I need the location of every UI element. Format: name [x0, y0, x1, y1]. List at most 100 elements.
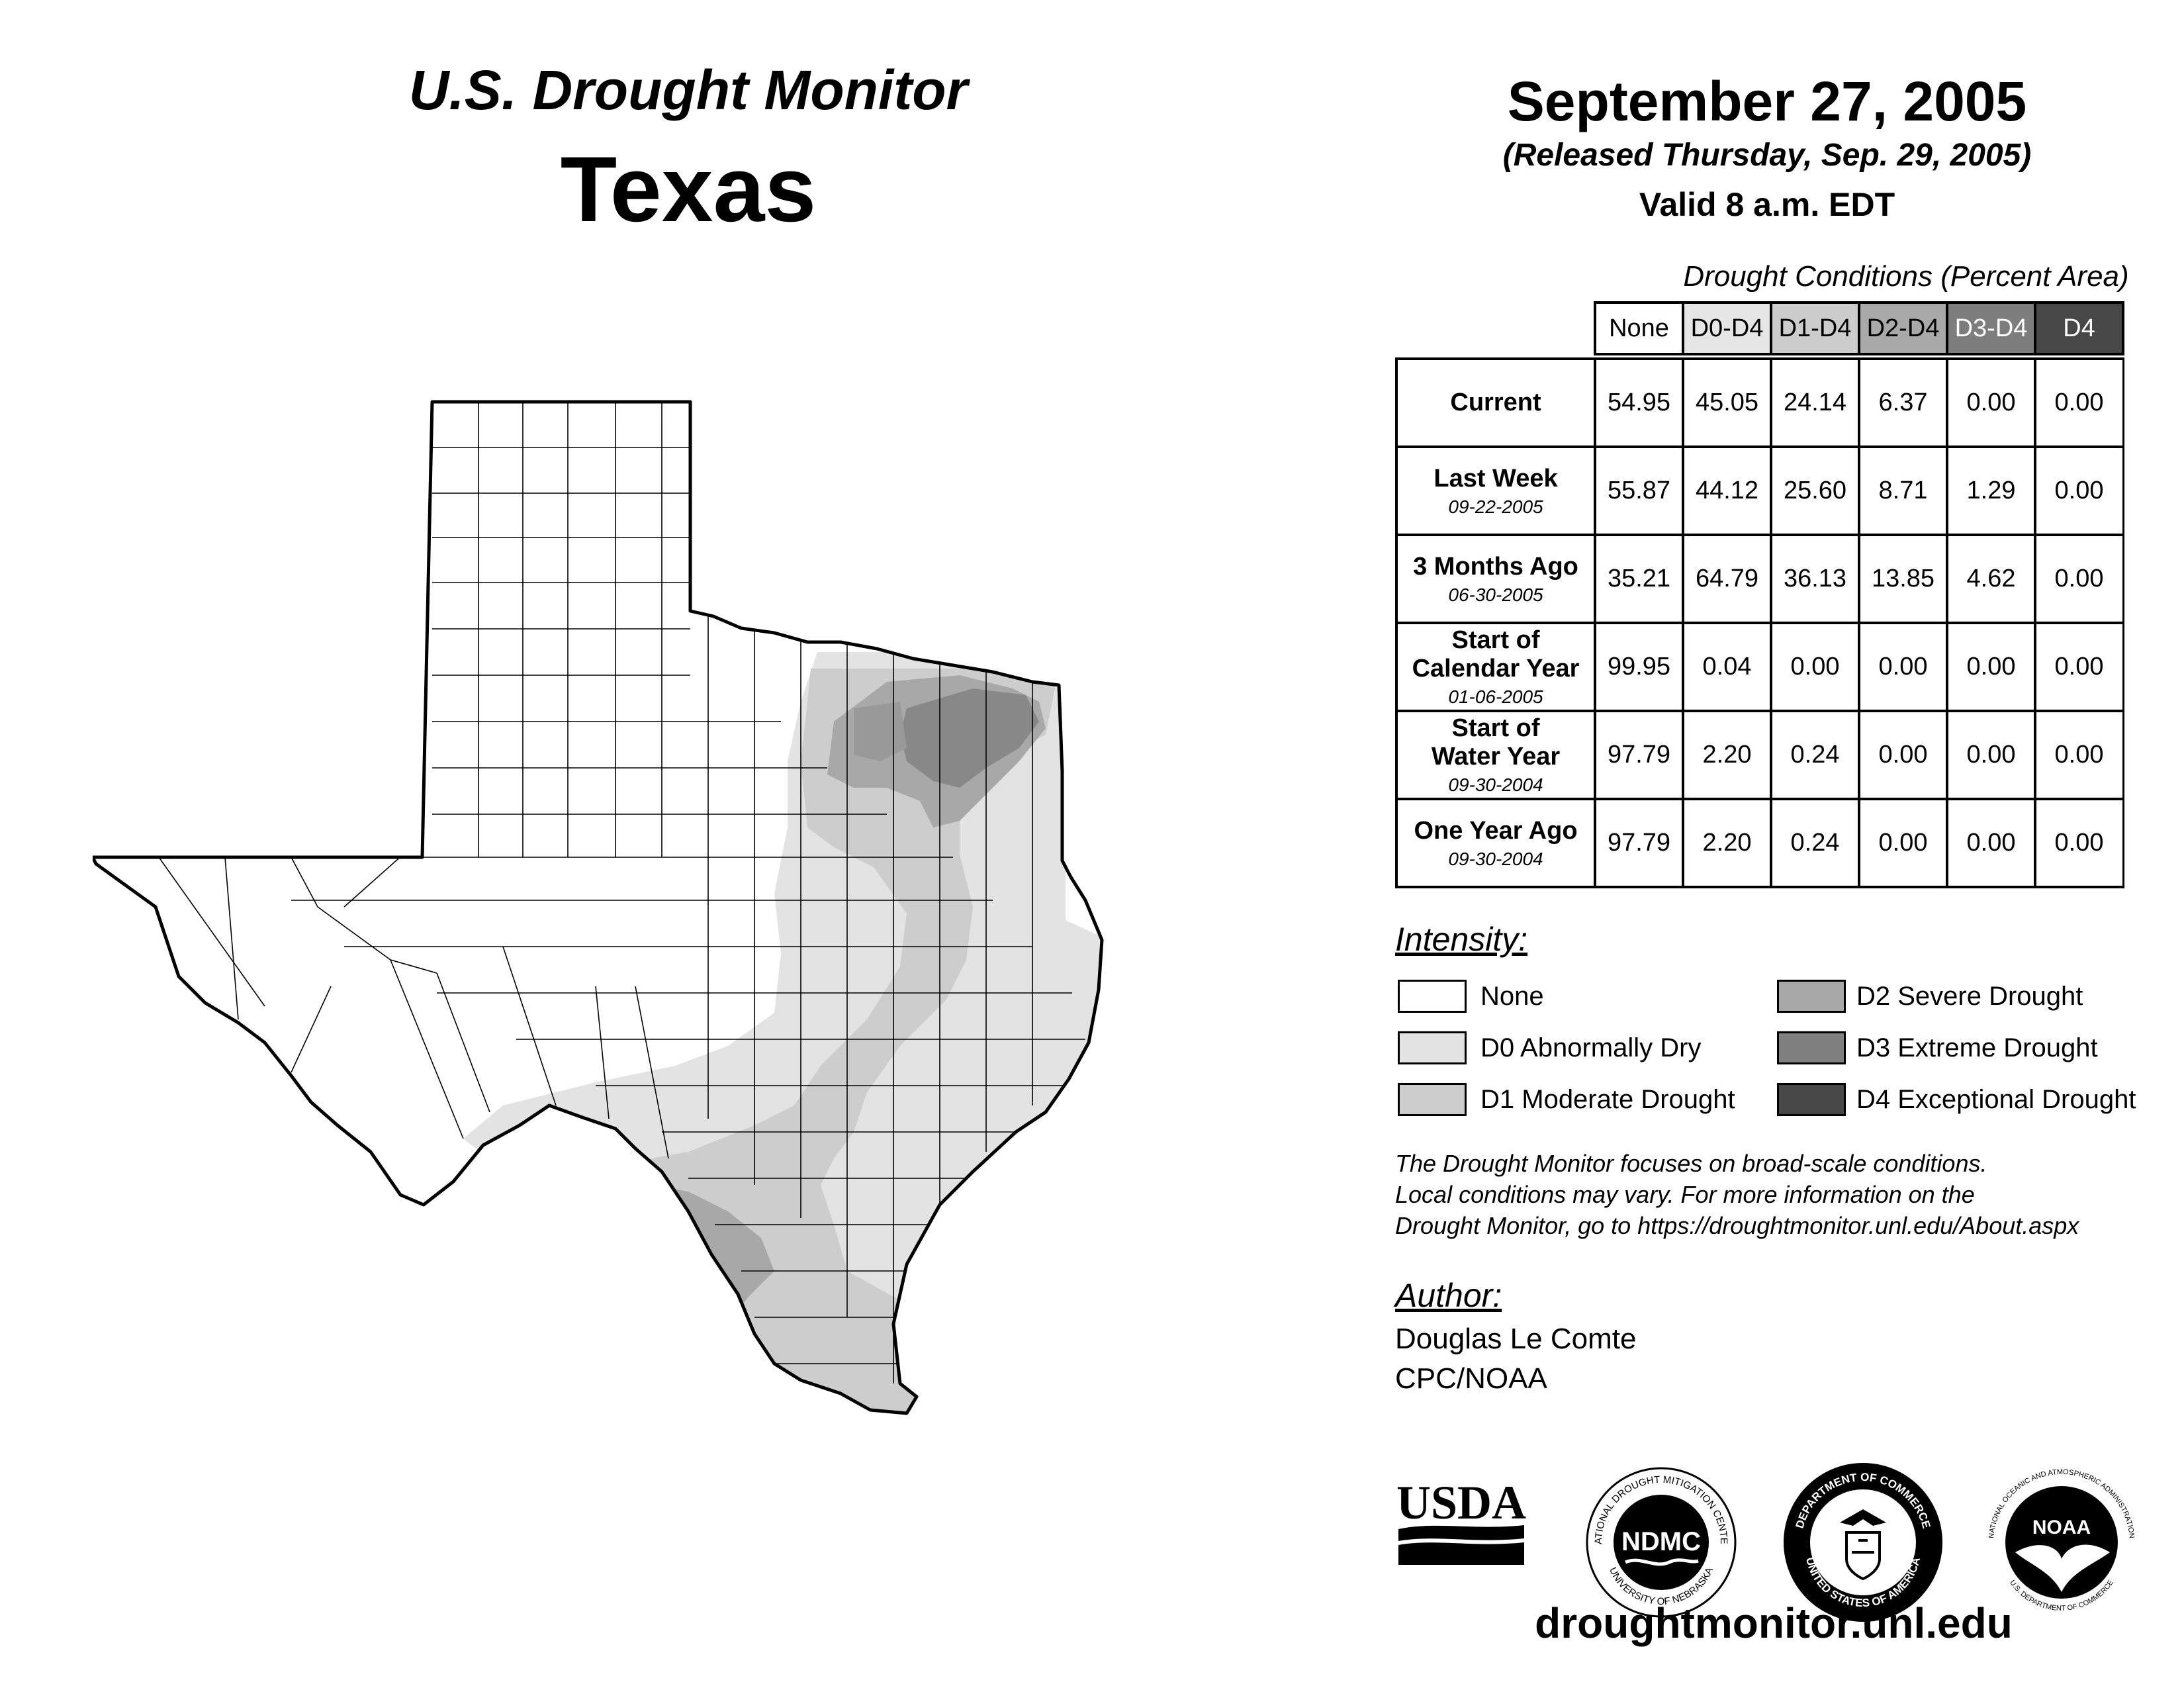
row-label: Current: [1395, 357, 1596, 448]
table-value: 44.12: [1682, 445, 1772, 536]
legend-label: D3 Extreme Drought: [1856, 1033, 2098, 1062]
table-value: 6.37: [1858, 357, 1948, 448]
table-value: 0.00: [1946, 357, 2036, 448]
table-value: 0.00: [2034, 710, 2124, 800]
table-value: 25.60: [1770, 445, 1860, 536]
row-label-text: Start of: [1451, 626, 1540, 655]
drought-stats-table: None D0-D4 D1-D4 D2-D4 D3-D4 D4 Current 54.95 45…: [1395, 301, 2136, 897]
table-caption: Drought Conditions (Percent Area): [1683, 260, 2129, 293]
table-value: 0.00: [2034, 445, 2124, 536]
release-date: (Released Thursday, Sep. 29, 2005): [1502, 138, 2032, 173]
author-title: Author:: [1395, 1277, 1502, 1314]
county-lines: [158, 402, 1085, 1383]
table-value: 45.05: [1682, 357, 1772, 448]
legend-swatch: [1777, 980, 1846, 1013]
table-value: 0.00: [1858, 798, 1948, 888]
legend-swatch: [1398, 1083, 1467, 1116]
row-label-text: Last Week: [1433, 464, 1558, 492]
row-label: Start of Calendar Year 01-06-2005: [1395, 622, 1596, 712]
legend-label: D2 Severe Drought: [1856, 982, 2083, 1011]
legend-label: D0 Abnormally Dry: [1480, 1033, 1702, 1062]
row-label-text: Calendar Year: [1412, 654, 1580, 682]
row-label: 3 Months Ago 06-30-2005: [1395, 534, 1596, 624]
table-value: 1.29: [1946, 445, 2036, 536]
table-value: 97.79: [1594, 710, 1684, 800]
table-value: 0.00: [1858, 710, 1948, 800]
table-value: 0.24: [1770, 798, 1860, 888]
disclaimer-line: The Drought Monitor focuses on broad-sca…: [1395, 1150, 1987, 1177]
row-date: 01-06-2005: [1448, 686, 1543, 708]
ndmc-logo: NATIONAL DROUGHT MITIGATION CENTER UNIVE…: [1578, 1454, 1741, 1622]
row-label: Start of Water Year 09-30-2004: [1395, 710, 1596, 800]
map-date: September 27, 2005: [1507, 70, 2027, 132]
column-header: D3-D4: [1946, 301, 2036, 355]
row-label-text: Start of: [1451, 714, 1540, 743]
table-value: 0.00: [2034, 622, 2124, 712]
table-value: 0.04: [1682, 622, 1772, 712]
legend-swatch: [1777, 1083, 1846, 1116]
row-label: Last Week 09-22-2005: [1395, 445, 1596, 536]
usda-logo-text: USDA: [1396, 1476, 1526, 1529]
table-value: 99.95: [1594, 622, 1684, 712]
column-header: D0-D4: [1682, 301, 1772, 355]
d3-area: [900, 688, 1039, 788]
row-date: 09-30-2004: [1448, 774, 1543, 796]
table-value: 0.00: [2034, 357, 2124, 448]
table-value: 64.79: [1682, 534, 1772, 624]
table-value: 0.00: [1946, 798, 2036, 888]
legend-title: Intensity:: [1395, 921, 1528, 958]
monitor-title: U.S. Drought Monitor: [408, 59, 968, 121]
state-title: Texas: [560, 137, 817, 241]
legend-label: D1 Moderate Drought: [1480, 1085, 1735, 1114]
table-value: 0.00: [1858, 622, 1948, 712]
column-header: D1-D4: [1770, 301, 1860, 355]
valid-time: Valid 8 a.m. EDT: [1639, 186, 1895, 223]
table-value: 55.87: [1594, 445, 1684, 536]
column-header: None: [1594, 301, 1684, 355]
row-label-text: One Year Ago: [1414, 816, 1578, 845]
table-value: 0.00: [2034, 798, 2124, 888]
legend-swatch: [1777, 1031, 1846, 1064]
disclaimer-line: Drought Monitor, go to https://droughtmo…: [1395, 1211, 2079, 1239]
row-label-text: 3 Months Ago: [1413, 552, 1578, 581]
texas-drought-map: [91, 391, 1310, 1536]
footer-url[interactable]: droughtmonitor.unl.edu: [1535, 1599, 2013, 1647]
author-org: CPC/NOAA: [1395, 1362, 1547, 1395]
column-header: D2-D4: [1858, 301, 1948, 355]
table-value: 35.21: [1594, 534, 1684, 624]
table-value: 0.00: [1946, 622, 2036, 712]
row-label-text: Current: [1450, 389, 1541, 417]
column-header: D4: [2034, 301, 2124, 355]
legend-label: None: [1480, 982, 1544, 1011]
table-value: 0.00: [1770, 622, 1860, 712]
author-name: Douglas Le Comte: [1395, 1323, 1637, 1355]
table-value: 2.20: [1682, 798, 1772, 888]
noaa-logo-text: NOAA: [2032, 1517, 2091, 1538]
ndmc-logo-text: NDMC: [1621, 1527, 1701, 1556]
doc-seal-logo: DEPARTMENT OF COMMERCE UNITED STATES OF …: [1780, 1460, 1946, 1625]
disclaimer-line: Local conditions may vary. For more info…: [1395, 1180, 1975, 1208]
table-value: 2.20: [1682, 710, 1772, 800]
row-label-text: Water Year: [1431, 742, 1561, 771]
table-value: 36.13: [1770, 534, 1860, 624]
table-value: 97.79: [1594, 798, 1684, 888]
row-date: 09-30-2004: [1448, 849, 1543, 870]
state-border: [91, 400, 1104, 1415]
row-date: 09-22-2005: [1448, 496, 1543, 518]
usda-logo: USDA: [1395, 1475, 1527, 1568]
table-value: 54.95: [1594, 357, 1684, 448]
table-value: 13.85: [1858, 534, 1948, 624]
table-value: 24.14: [1770, 357, 1860, 448]
table-value: 0.24: [1770, 710, 1860, 800]
disclaimer: The Drought Monitor focuses on broad-sca…: [1395, 1149, 2176, 1241]
table-value: 0.00: [1946, 710, 2036, 800]
noaa-logo: NATIONAL OCEANIC AND ATMOSPHERIC ADMINIS…: [1979, 1460, 2144, 1625]
row-label: One Year Ago 09-30-2004: [1395, 798, 1596, 888]
legend-swatch: [1398, 980, 1467, 1013]
table-value: 0.00: [2034, 534, 2124, 624]
row-date: 06-30-2005: [1448, 585, 1543, 606]
legend-label: D4 Exceptional Drought: [1856, 1085, 2136, 1114]
table-value: 8.71: [1858, 445, 1948, 536]
table-value: 4.62: [1946, 534, 2036, 624]
legend-swatch: [1398, 1031, 1467, 1064]
